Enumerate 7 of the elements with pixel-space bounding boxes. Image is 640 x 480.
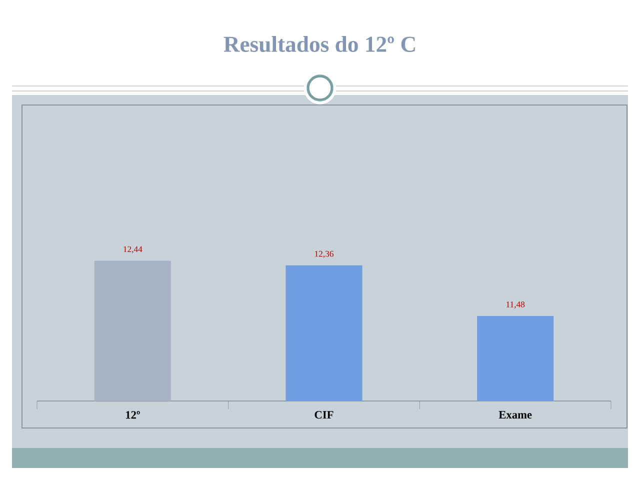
chart-title: Resultados do 12º C (224, 36, 415, 52)
x-tick-label: 12º (126, 411, 140, 419)
data-label: 12,36 (315, 250, 334, 258)
data-label: 12,44 (124, 246, 142, 254)
data-label: 11,48 (506, 301, 525, 309)
x-tick-label: CIF (314, 411, 334, 419)
x-tick-label: Exame (498, 411, 532, 419)
